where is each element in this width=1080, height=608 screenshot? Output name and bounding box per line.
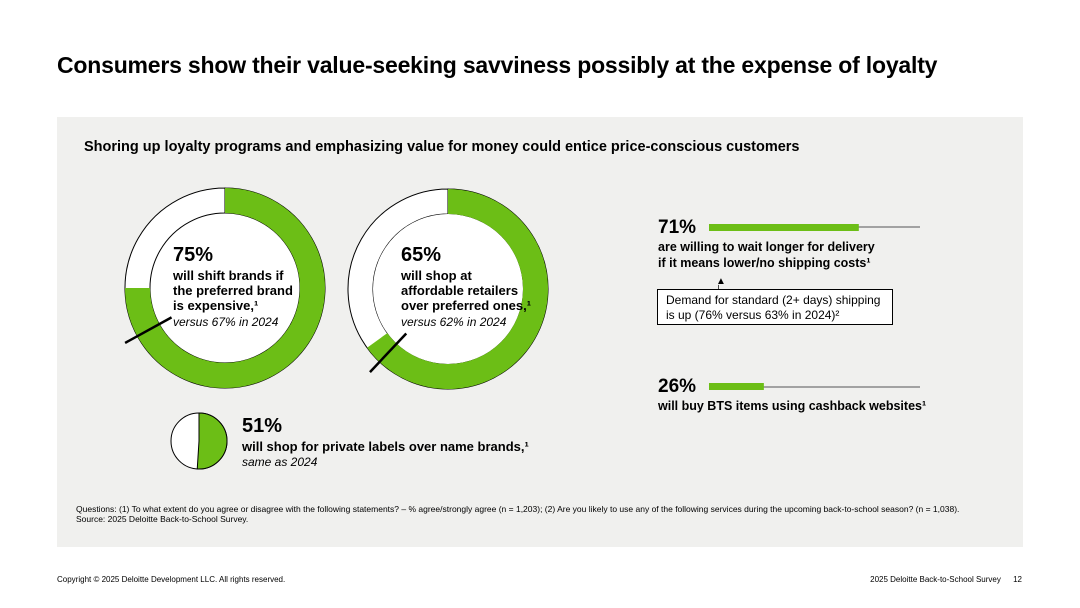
footnote: Questions: (1) To what extent do you agr… <box>76 504 996 524</box>
content-panel: Shoring up loyalty programs and emphasiz… <box>57 117 1023 547</box>
ring1-prior-year-marker <box>124 316 173 345</box>
copyright: Copyright © 2025 Deloitte Development LL… <box>57 575 286 584</box>
stat2-percent: 26% <box>658 376 697 397</box>
panel-subtitle: Shoring up loyalty programs and emphasiz… <box>84 139 800 155</box>
pie-text: 51% will shop for private labels over na… <box>242 415 529 470</box>
callout-line: is up (76% versus 63% in 2024)² <box>666 308 840 322</box>
ring1-text: 75% will shift brands if the preferred b… <box>173 244 293 330</box>
ring2-percent: 65% <box>401 244 442 266</box>
footer-right: 2025 Deloitte Back-to-School Survey 12 <box>860 575 1022 584</box>
ring2-label-line: will shop at <box>401 268 472 283</box>
shipping-callout: Demand for standard (2+ days) shipping i… <box>657 289 893 325</box>
stat1-percent: 71% <box>658 217 697 238</box>
ring1-percent: 75% <box>173 244 214 266</box>
ring2-label-line: over preferred ones,¹ <box>401 298 532 313</box>
pie-percent: 51% <box>242 415 283 437</box>
ring2-inner-fill <box>373 214 523 364</box>
ring1-comparison: versus 67% in 2024 <box>173 315 279 329</box>
stat1-desc-line: are willing to wait longer for delivery <box>658 240 875 254</box>
bar1-value-bar <box>709 224 859 231</box>
ring1-inner-fill <box>150 213 300 363</box>
ring2-comparison: versus 62% in 2024 <box>401 315 507 329</box>
ring2-label-line: affordable retailers <box>401 283 519 298</box>
page-title: Consumers show their value-seeking savvi… <box>57 52 938 78</box>
stat2: 26% will buy BTS items using cashback we… <box>658 376 926 414</box>
pie-value-slice <box>196 412 228 470</box>
stat1: 71% are willing to wait longer for deliv… <box>658 217 875 271</box>
callout-line: Demand for standard (2+ days) shipping <box>666 293 881 307</box>
ring2-text: 65% will shop at affordable retailers ov… <box>401 244 531 330</box>
footnote-source: Source: 2025 Deloitte Back-to-School Sur… <box>76 514 249 524</box>
ring1-label-line: the preferred brand <box>173 283 293 298</box>
stat1-desc-line: if it means lower/no shipping costs¹ <box>658 256 871 270</box>
pie-comparison: same as 2024 <box>242 455 318 469</box>
pie-label: will shop for private labels over name b… <box>242 439 529 454</box>
page-number: 12 <box>1013 575 1022 584</box>
ring1-label-line: is expensive,¹ <box>173 298 259 313</box>
ring1-label-line: will shift brands if <box>173 268 284 283</box>
footnote-questions: Questions: (1) To what extent do you agr… <box>76 504 960 514</box>
stat2-desc-line: will buy BTS items using cashback websit… <box>658 399 927 413</box>
ring2-prior-year-marker <box>369 332 408 373</box>
report-name: 2025 Deloitte Back-to-School Survey <box>870 575 1001 584</box>
bar2-value-bar <box>709 383 764 390</box>
chart-canvas <box>124 187 920 470</box>
